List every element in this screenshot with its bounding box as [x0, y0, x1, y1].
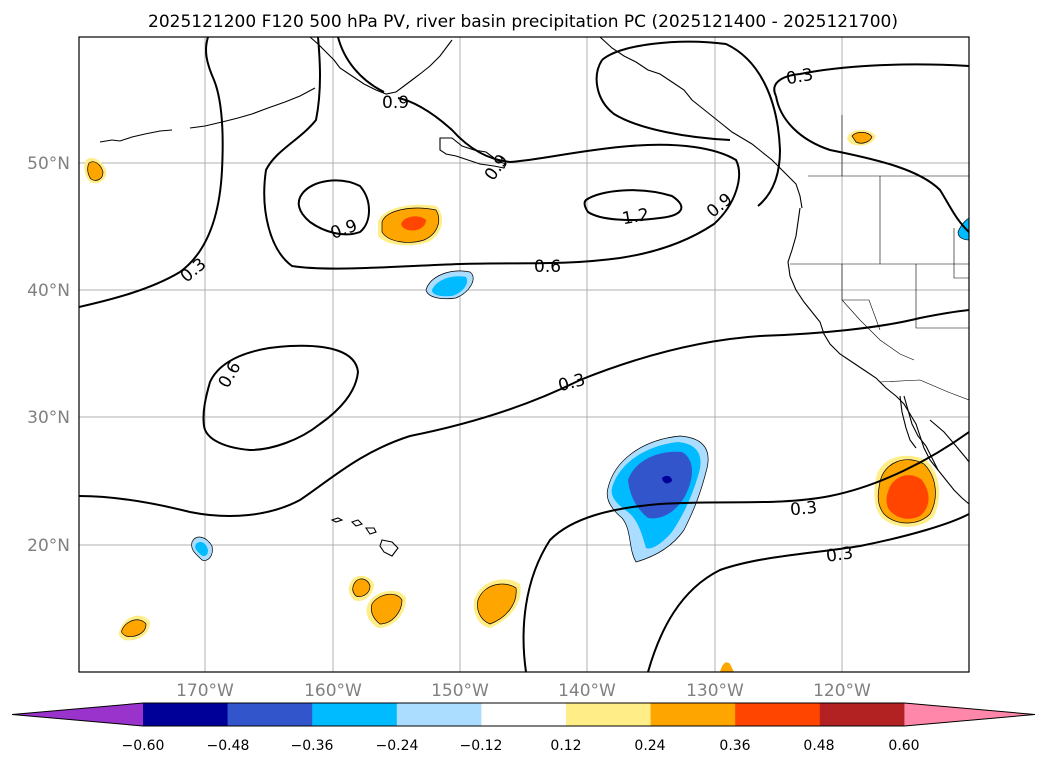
pv-contour-0.9: [337, 37, 385, 93]
anomaly-positive: [121, 619, 147, 637]
anomaly-positive: [87, 161, 104, 181]
colorbar-tick: 0.12: [550, 738, 581, 754]
lon-label-140w: 140°W: [558, 681, 616, 701]
anomaly-negative: [628, 451, 692, 519]
anomaly-positive: [370, 593, 403, 625]
pv-contour-0.9: [601, 40, 782, 207]
pv-contour-0.3: [79, 37, 224, 308]
latitude-labels: 50°N 40°N 30°N 20°N: [27, 154, 70, 556]
colorbar-segment: [143, 703, 229, 726]
contour-label: 0.3: [785, 65, 815, 89]
colorbar-segment: [396, 703, 482, 726]
anomaly-negative: [662, 475, 672, 484]
colorbar-tick: −0.24: [376, 738, 419, 754]
pv-contour-0.3: [775, 95, 969, 233]
colorbar-tick: −0.60: [122, 738, 165, 754]
colorbar-segment: [735, 703, 821, 726]
lat-label-40n: 40°N: [27, 281, 70, 301]
anomaly-negative: [195, 542, 208, 557]
anomaly-negative: [432, 276, 468, 297]
colorbar-tick: 0.24: [634, 738, 665, 754]
anomaly-positive: [851, 132, 873, 144]
anomaly-positive: [886, 475, 929, 519]
colorbar-outline: [11, 702, 1036, 727]
lon-label-170w: 170°W: [176, 681, 234, 701]
colorbar-tick: −0.36: [291, 738, 334, 754]
map-border: [78, 36, 970, 673]
lat-label-30n: 30°N: [27, 408, 70, 428]
lon-label-120w: 120°W: [813, 681, 871, 701]
pv-contours: [79, 37, 969, 672]
lat-label-20n: 20°N: [27, 536, 70, 556]
pv-contour-0.3: [773, 63, 969, 97]
contour-label: 0.3: [789, 498, 818, 520]
anomaly-positive: [401, 216, 426, 231]
colorbar-extend-high: [904, 703, 1035, 726]
contour-label: 0.6: [534, 257, 561, 277]
map-area: [79, 37, 969, 672]
pv-contour-0.3: [647, 513, 969, 672]
lon-label-160w: 160°W: [304, 681, 362, 701]
pv-contour-0.3: [79, 309, 969, 517]
colorbar-tick: −0.48: [207, 738, 250, 754]
colorbar-segment: [650, 703, 736, 726]
pv-contour-0.9: [263, 37, 740, 270]
colorbar-tick: 0.48: [803, 738, 834, 754]
lon-label-150w: 150°W: [431, 681, 489, 701]
colorbar-segment: [819, 703, 905, 726]
pv-contour-0.9: [595, 59, 731, 141]
colorbar-tick: 0.60: [888, 738, 919, 754]
contour-label: 0.9: [382, 93, 409, 113]
political-boundaries: [790, 115, 969, 401]
colorbar-tick-labels: −0.60 −0.48 −0.36 −0.24 −0.12 0.12 0.24 …: [122, 738, 920, 754]
colorbar-segment: [227, 703, 313, 726]
gridlines: [79, 37, 969, 672]
anomaly-positive: [352, 578, 371, 597]
contour-label: 0.3: [825, 543, 855, 567]
lon-label-130w: 130°W: [686, 681, 744, 701]
colorbar-segment: [566, 703, 652, 726]
colorbar-extend-low: [12, 703, 143, 726]
anomaly-positive: [720, 662, 734, 672]
colorbar-segment: [481, 703, 567, 726]
longitude-labels: 170°W 160°W 150°W 140°W 130°W 120°W: [176, 681, 871, 701]
pv-contour-0.9: [297, 179, 370, 236]
colorbar: [11, 702, 1036, 727]
contour-label: 1.2: [621, 205, 651, 229]
lat-label-50n: 50°N: [27, 154, 70, 174]
colorbar-tick: −0.12: [460, 738, 503, 754]
colorbar-segment: [312, 703, 398, 726]
colorbar-tick: 0.36: [719, 738, 750, 754]
precipitation-anomalies: [84, 130, 969, 672]
anomaly-positive: [477, 583, 517, 625]
pv-contour-0.6: [202, 344, 360, 452]
coastlines: [99, 37, 969, 557]
pv-contour-0.3: [522, 431, 969, 672]
figure-title: 2025121200 F120 500 hPa PV, river basin …: [148, 12, 898, 32]
pv-contour-1.2: [583, 189, 683, 221]
